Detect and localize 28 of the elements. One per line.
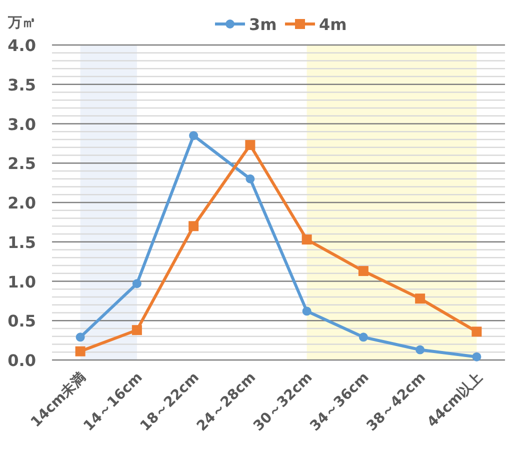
point <box>189 131 198 140</box>
point <box>132 325 142 336</box>
y-tick-label: 3.5 <box>8 75 36 94</box>
point <box>415 294 426 304</box>
point <box>76 332 85 342</box>
y-axis-title: 万㎥ <box>7 15 36 31</box>
point <box>132 279 142 288</box>
point <box>302 234 312 245</box>
y-tick-label: 0.0 <box>8 351 36 370</box>
y-tick-label: 2.0 <box>8 194 36 212</box>
point <box>358 332 368 342</box>
y-tick-label: 4.0 <box>8 36 36 55</box>
point <box>302 306 312 316</box>
y-tick-label: 0.5 <box>8 312 36 331</box>
y-tick-label: 2.5 <box>8 154 36 174</box>
y-tick-label: 1.0 <box>8 272 36 292</box>
legend-label: 4m <box>319 15 347 34</box>
point <box>188 221 199 232</box>
legend-label: 3m <box>249 15 277 34</box>
point <box>75 346 86 356</box>
y-tick-label: 1.5 <box>8 232 36 252</box>
y-tick-label: 3.0 <box>8 114 36 134</box>
point <box>245 140 256 150</box>
point <box>416 345 425 354</box>
point <box>472 326 482 337</box>
point <box>472 352 482 362</box>
point <box>358 266 368 276</box>
point <box>246 174 255 184</box>
